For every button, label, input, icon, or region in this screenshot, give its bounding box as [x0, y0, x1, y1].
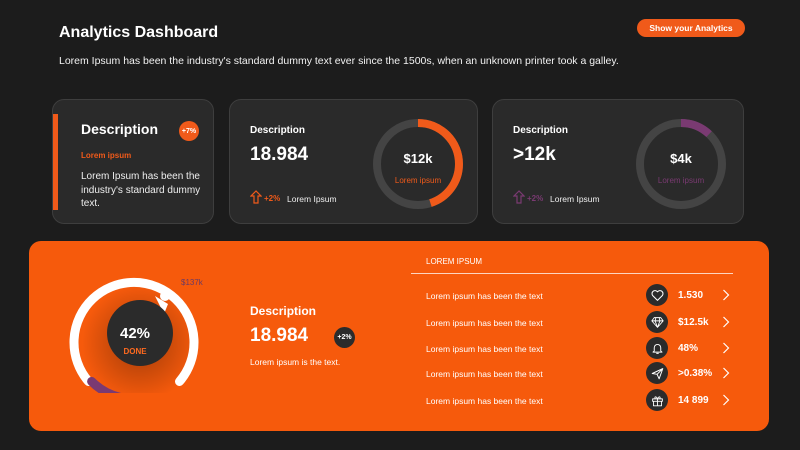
gift-icon: [646, 389, 668, 411]
chevron-right-icon[interactable]: [722, 367, 730, 379]
list-item-value: 48%: [678, 343, 699, 354]
paper-plane-icon: [646, 362, 668, 384]
list-item-value: >0.38%: [678, 368, 713, 379]
gauge-progress: [87, 376, 122, 393]
ring-chart: [636, 119, 726, 209]
show-analytics-button[interactable]: Show your Analytics: [637, 19, 745, 37]
stat-value: >12k: [513, 144, 556, 165]
gauge-percent: 42%: [119, 325, 151, 342]
list-item[interactable]: Lorem ipsum has been the text 14 899: [411, 389, 741, 413]
page-title: Analytics Dashboard: [59, 24, 219, 41]
stat-caption: Lorem Ipsum: [550, 194, 600, 204]
chevron-right-icon[interactable]: [722, 342, 730, 354]
card-badge: +7%: [179, 121, 199, 141]
arrow-up-icon: [250, 190, 262, 204]
list-item-text: Lorem ipsum has been the text: [426, 396, 543, 406]
list-item-value: $12.5k: [678, 317, 709, 328]
stat-delta: +2%: [264, 194, 281, 203]
gauge-center: [107, 300, 173, 366]
page-subtitle: Lorem Ipsum has been the industry's stan…: [59, 55, 619, 67]
featured-label: Description: [250, 304, 317, 318]
gauge-track: [69, 277, 199, 386]
ring-progress: [636, 119, 726, 209]
stat-label: Description: [250, 125, 306, 136]
heart-icon: [646, 284, 668, 306]
list-item-text: Lorem ipsum has been the text: [426, 318, 543, 328]
chevron-right-icon[interactable]: [722, 316, 730, 328]
list-item[interactable]: Lorem ipsum has been the text >0.38%: [411, 362, 741, 386]
stat-card: Description 18.984 +2% Lorem Ipsum $12k …: [229, 99, 478, 224]
ring-value: $12k: [403, 151, 433, 166]
description-card: Description +7% Lorem ipsum Lorem Ipsum …: [52, 99, 214, 224]
gauge-tag: $137k: [181, 278, 203, 287]
stat-value: 18.984: [250, 144, 309, 165]
diamond-icon: [646, 311, 668, 333]
list-header: LOREM IPSUM: [426, 257, 483, 266]
ring-chart: [373, 119, 463, 209]
gauge-pointer: [155, 296, 168, 314]
card-accent-bar: [53, 114, 58, 210]
list-item-value: 14 899: [678, 395, 709, 406]
featured-value: 18.984: [250, 325, 309, 346]
chevron-right-icon[interactable]: [722, 394, 730, 406]
list-item-text: Lorem ipsum has been the text: [426, 344, 543, 354]
list-item-value: 1.530: [678, 290, 704, 301]
list-divider: [411, 273, 733, 274]
chevron-right-icon[interactable]: [722, 289, 730, 301]
arrow-up-icon: [513, 190, 525, 204]
list-item[interactable]: Lorem ipsum has been the text 1.530: [411, 284, 741, 308]
bell-icon: [646, 337, 668, 359]
ring-caption: Lorem ipsum: [657, 176, 705, 185]
stat-delta: +2%: [527, 194, 544, 203]
card-subtitle: Lorem ipsum: [81, 151, 132, 160]
card-body: Lorem Ipsum has been the industry's stan…: [81, 171, 201, 209]
stat-label: Description: [513, 125, 569, 136]
featured-badge: +2%: [334, 327, 355, 348]
ring-progress: [373, 119, 463, 209]
gauge-knob: [160, 291, 170, 301]
featured-caption: Lorem ipsum is the text.: [250, 357, 341, 367]
card-title: Description: [81, 121, 159, 137]
stat-caption: Lorem Ipsum: [287, 194, 337, 204]
list-item-text: Lorem ipsum has been the text: [426, 291, 543, 301]
gauge-chart: [69, 277, 199, 393]
featured-panel: 42% DONE $137k Description 18.984 +2% Lo…: [29, 241, 769, 431]
ring-value: $4k: [670, 151, 692, 166]
gauge-label: DONE: [123, 347, 147, 356]
stat-card: Description >12k +2% Lorem Ipsum $4k Lor…: [492, 99, 744, 224]
list-item[interactable]: Lorem ipsum has been the text $12.5k: [411, 311, 741, 335]
list-item-text: Lorem ipsum has been the text: [426, 369, 543, 379]
list-item[interactable]: Lorem ipsum has been the text 48%: [411, 337, 741, 361]
ring-caption: Lorem ipsum: [394, 176, 442, 185]
